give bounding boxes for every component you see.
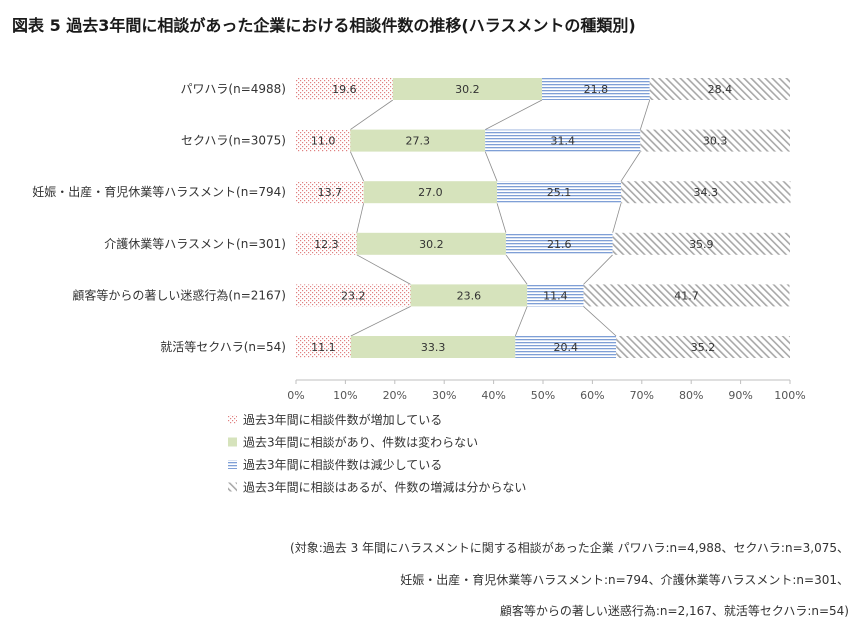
series-line (583, 306, 617, 337)
legend-label: 過去3年間に相談件数は減少している (243, 457, 442, 472)
note-line-1: (対象:過去 3 年間にハラスメントに関する相談があった企業 パワハラ:n=4,… (290, 541, 849, 555)
data-label: 11.4 (543, 289, 568, 302)
series-line (484, 151, 498, 182)
data-label: 20.4 (553, 341, 578, 354)
legend-swatch (228, 482, 237, 492)
series-line (356, 254, 411, 285)
data-label: 30.2 (419, 238, 444, 251)
x-tick-label: 40% (481, 389, 505, 402)
data-label: 23.2 (341, 289, 366, 302)
bar-segment (497, 181, 622, 204)
bar-segment (350, 336, 516, 358)
series-line (496, 203, 507, 233)
bar-segment (296, 78, 393, 100)
bar-segment (542, 78, 650, 100)
category-label: 就活等セクハラ(n=54) (160, 340, 286, 354)
series-line (350, 306, 411, 337)
legend-swatch (228, 437, 237, 447)
bar-segment (640, 129, 790, 152)
data-label: 25.1 (547, 186, 572, 199)
series-line (612, 203, 622, 233)
series-line (505, 254, 528, 285)
data-label: 31.4 (551, 135, 576, 148)
bar-segment (410, 284, 528, 307)
data-label: 27.0 (418, 186, 443, 199)
bar-segment (621, 181, 791, 204)
x-tick-label: 70% (630, 389, 654, 402)
x-tick-label: 80% (679, 389, 703, 402)
legend-label: 過去3年間に相談はあるが、件数の増減は分からない (243, 480, 526, 495)
bar-segment (296, 284, 411, 307)
data-label: 27.3 (406, 135, 431, 148)
data-label: 13.7 (318, 186, 343, 199)
x-tick-label: 60% (580, 389, 604, 402)
data-label: 11.0 (311, 135, 336, 148)
data-label: 28.4 (708, 83, 733, 96)
category-label: 顧客等からの著しい迷惑行為(n=2167) (72, 287, 286, 302)
data-label: 34.3 (694, 186, 719, 199)
data-label: 21.6 (547, 238, 572, 251)
bar-segment (527, 284, 584, 307)
bar-segment (296, 129, 351, 152)
bar-segment (583, 284, 790, 307)
note-line-3: 顧客等からの著しい迷惑行為:n=2,167、就活等セクハラ:n=54) (499, 604, 849, 618)
bar-segment (296, 232, 357, 255)
data-label: 35.2 (691, 341, 716, 354)
x-tick-label: 100% (774, 389, 805, 402)
data-label: 41.7 (674, 289, 699, 302)
category-label: セクハラ(n=3075) (181, 134, 286, 148)
x-tick-label: 90% (728, 389, 752, 402)
legend-swatch (228, 415, 237, 424)
bar-segment (505, 232, 613, 255)
x-tick-label: 20% (383, 389, 407, 402)
series-line (620, 151, 641, 182)
note-line-2: 妊娠・出産・育児休業等ハラスメント:n=794、介護休業等ハラスメント:n=30… (400, 573, 849, 587)
x-tick-label: 30% (432, 389, 456, 402)
chart-title: 図表 5 過去3年間に相談があった企業における相談件数の推移(ハラスメントの種類… (12, 16, 636, 35)
series-line (639, 99, 651, 130)
data-label: 35.9 (689, 238, 714, 251)
series-line (583, 254, 613, 285)
data-label: 30.2 (455, 83, 480, 96)
bar-segment (649, 78, 790, 100)
bar-segment (485, 129, 641, 152)
category-label: パワハラ(n=4988) (181, 82, 286, 96)
category-label: 介護休業等ハラスメント(n=301) (104, 236, 286, 251)
x-tick-label: 10% (333, 389, 357, 402)
legend-label: 過去3年間に相談があり、件数は変わらない (243, 435, 478, 450)
series-line (356, 203, 365, 233)
bar-segment (296, 181, 364, 204)
bar-segment (392, 78, 543, 100)
legend-label: 過去3年間に相談件数が増加している (243, 412, 442, 427)
bar-segment (616, 336, 790, 358)
data-label: 11.1 (311, 341, 336, 354)
series-line (514, 306, 528, 337)
data-label: 23.6 (457, 289, 482, 302)
bar-segment (356, 232, 506, 255)
bar-segment (296, 336, 351, 358)
bar-segment (515, 336, 617, 358)
bar-segment (363, 181, 498, 204)
data-label: 21.8 (584, 83, 609, 96)
bar-segment (612, 232, 790, 255)
series-line (350, 99, 394, 130)
series-line (485, 99, 543, 130)
x-tick-label: 0% (287, 389, 304, 402)
legend-swatch (228, 460, 237, 469)
x-tick-label: 50% (531, 389, 555, 402)
data-label: 33.3 (421, 341, 446, 354)
series-line (349, 151, 365, 182)
data-label: 30.3 (703, 135, 728, 148)
category-label: 妊娠・出産・育児休業等ハラスメント(n=794) (32, 184, 286, 199)
data-label: 19.6 (332, 83, 357, 96)
bar-segment (350, 129, 486, 152)
data-label: 12.3 (314, 238, 339, 251)
